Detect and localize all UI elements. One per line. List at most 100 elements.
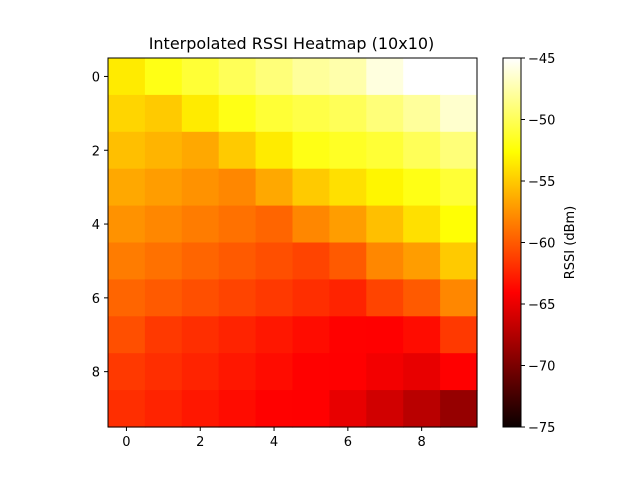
heatmap-cell [329,390,367,428]
colorbar-tick-label: −60 [528,237,555,252]
heatmap-cell [255,242,294,280]
heatmap-cell [366,353,404,391]
heatmap-cell [292,242,330,280]
heatmap-cell [366,390,404,428]
heatmap-cell [292,390,330,428]
heatmap-cell [255,58,294,96]
heatmap-cell [218,205,257,244]
heatmap-cell [403,242,441,280]
x-tick-label: 6 [344,435,352,450]
heatmap-cell [292,94,330,133]
heatmap-cell [255,168,294,207]
heatmap-cell [108,205,146,244]
y-tick-label: 2 [92,144,100,159]
x-tick-label: 0 [122,435,130,450]
heatmap-cell [329,58,367,96]
heatmap-cell [440,390,478,428]
colorbar-label: RSSI (dBm) [563,206,578,279]
heatmap-cell [181,390,220,428]
heatmap-cell [403,205,441,244]
heatmap-cell [255,316,294,354]
heatmap-cell [144,58,183,96]
heatmap-cell [292,168,330,207]
heatmap-cell [440,205,478,244]
x-axis: 0 2 4 6 8 [122,427,426,450]
heatmap-cell [255,353,294,391]
heatmap-cell [292,205,330,244]
heatmap-cell [366,94,404,133]
heatmap-cell [144,279,183,317]
heatmap-cell [144,316,183,354]
heatmap-cell [218,279,257,317]
heatmap-cell [329,168,367,207]
heatmap-cell [255,94,294,133]
heatmap-cell [144,94,183,133]
heatmap-cell [403,168,441,207]
heatmap-cell [403,58,441,96]
y-axis: 0 2 4 6 8 [92,70,108,381]
heatmap-cell [218,353,257,391]
heatmap-cell [292,131,330,170]
heatmap-cell [292,279,330,317]
heatmap-cell [144,205,183,244]
heatmap-cell [440,58,478,96]
heatmap-cell [440,242,478,280]
colorbar [502,57,522,428]
heatmap-cell [255,205,294,244]
heatmap-cell [403,131,441,170]
colorbar-tick-label: −45 [528,52,555,67]
heatmap-cell [329,131,367,170]
x-tick-label: 4 [270,435,278,450]
heatmap-cell [218,94,257,133]
heatmap-cell [329,242,367,280]
heatmap-cell [366,316,404,354]
plot-frame [107,57,478,428]
heatmap-cell [108,168,146,207]
heatmap-cell [366,279,404,317]
heatmap-cell [366,205,404,244]
heatmap-cell [108,279,146,317]
heatmap-cell [366,58,404,96]
y-tick-label: 6 [92,292,100,307]
colorbar-tick-label: −55 [528,175,555,190]
heatmap-cell [144,131,183,170]
colorbar-tick-label: −65 [528,298,555,313]
heatmap-cell [292,316,330,354]
heatmap-cell [181,279,220,317]
heatmap-cell [144,242,183,280]
heatmap-cell [218,390,257,428]
heatmap-cell [181,316,220,354]
colorbar-tick-label: −70 [528,360,555,375]
colorbar-ticks: −45 −50 −55 −60 −65 −70 −75 [521,52,555,436]
heatmap-cells [108,58,478,428]
heatmap-cell [144,353,183,391]
heatmap-cell [181,131,220,170]
y-tick-label: 8 [92,366,100,381]
heatmap-cell [329,205,367,244]
heatmap-cell [440,94,478,133]
y-tick-label: 0 [92,70,100,85]
heatmap-cell [440,353,478,391]
heatmap-cell [403,390,441,428]
heatmap-cell [403,316,441,354]
heatmap-cell [181,242,220,280]
heatmap-cell [440,279,478,317]
heatmap-cell [403,353,441,391]
heatmap-cell [329,279,367,317]
heatmap-cell [108,94,146,133]
heatmap-cell [108,242,146,280]
heatmap-cell [403,94,441,133]
heatmap-cell [218,58,257,96]
heatmap-cell [108,131,146,170]
heatmap-cell [255,279,294,317]
x-tick-label: 8 [418,435,426,450]
heatmap-cell [366,168,404,207]
heatmap-cell [218,131,257,170]
heatmap-cell [181,205,220,244]
x-tick-label: 2 [196,435,204,450]
heatmap-cell [440,168,478,207]
heatmap-cell [218,242,257,280]
colorbar-tick-label: −75 [528,421,555,436]
heatmap-cell [329,94,367,133]
